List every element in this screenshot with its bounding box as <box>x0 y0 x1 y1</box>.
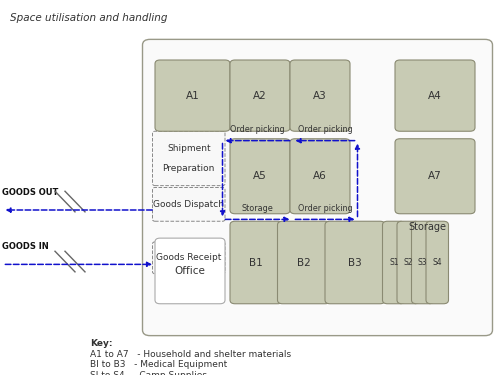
FancyBboxPatch shape <box>152 242 225 274</box>
Text: A5: A5 <box>253 171 267 181</box>
Text: B1: B1 <box>250 258 263 267</box>
Text: Goods Receipt: Goods Receipt <box>156 254 222 262</box>
Text: Order picking: Order picking <box>298 204 352 213</box>
Text: Order picking: Order picking <box>298 125 352 134</box>
FancyBboxPatch shape <box>152 188 225 221</box>
Text: S4: S4 <box>432 258 442 267</box>
Text: Space utilisation and handling: Space utilisation and handling <box>10 13 168 23</box>
FancyBboxPatch shape <box>395 60 475 131</box>
Text: A3: A3 <box>313 91 327 101</box>
FancyBboxPatch shape <box>395 139 475 214</box>
FancyBboxPatch shape <box>290 139 350 214</box>
Text: GOODS IN: GOODS IN <box>2 242 49 251</box>
Text: A1 to A7   - Household and shelter materials: A1 to A7 - Household and shelter materia… <box>90 350 291 359</box>
FancyBboxPatch shape <box>290 60 350 131</box>
Text: Storage: Storage <box>408 222 447 232</box>
FancyBboxPatch shape <box>230 221 282 304</box>
Text: S3: S3 <box>418 258 428 267</box>
FancyBboxPatch shape <box>412 221 434 304</box>
FancyBboxPatch shape <box>230 60 290 131</box>
FancyBboxPatch shape <box>155 60 230 131</box>
Text: Office: Office <box>174 266 206 276</box>
Text: A7: A7 <box>428 171 442 181</box>
FancyBboxPatch shape <box>325 221 385 304</box>
Text: B3: B3 <box>348 258 362 267</box>
Text: A4: A4 <box>428 91 442 101</box>
Text: Shipment

Preparation: Shipment Preparation <box>162 144 215 173</box>
FancyBboxPatch shape <box>278 221 330 304</box>
Text: Key:: Key: <box>90 339 112 348</box>
Text: S2: S2 <box>404 258 413 267</box>
FancyBboxPatch shape <box>426 221 448 304</box>
Text: Goods Dispatch: Goods Dispatch <box>153 200 224 209</box>
Text: A6: A6 <box>313 171 327 181</box>
FancyBboxPatch shape <box>142 39 492 336</box>
Text: A2: A2 <box>253 91 267 101</box>
Text: Storage: Storage <box>242 204 274 213</box>
FancyBboxPatch shape <box>152 131 225 186</box>
Text: BI to B3   - Medical Equipment: BI to B3 - Medical Equipment <box>90 360 227 369</box>
FancyBboxPatch shape <box>397 221 419 304</box>
Text: GOODS OUT: GOODS OUT <box>2 188 59 197</box>
FancyBboxPatch shape <box>230 139 290 214</box>
FancyBboxPatch shape <box>382 221 405 304</box>
Text: B2: B2 <box>297 258 310 267</box>
Text: A1: A1 <box>186 91 200 101</box>
Text: Order picking: Order picking <box>230 125 285 134</box>
Text: S1: S1 <box>389 258 398 267</box>
Text: SI to S4   - Camp Supplies: SI to S4 - Camp Supplies <box>90 371 207 375</box>
FancyBboxPatch shape <box>155 238 225 304</box>
